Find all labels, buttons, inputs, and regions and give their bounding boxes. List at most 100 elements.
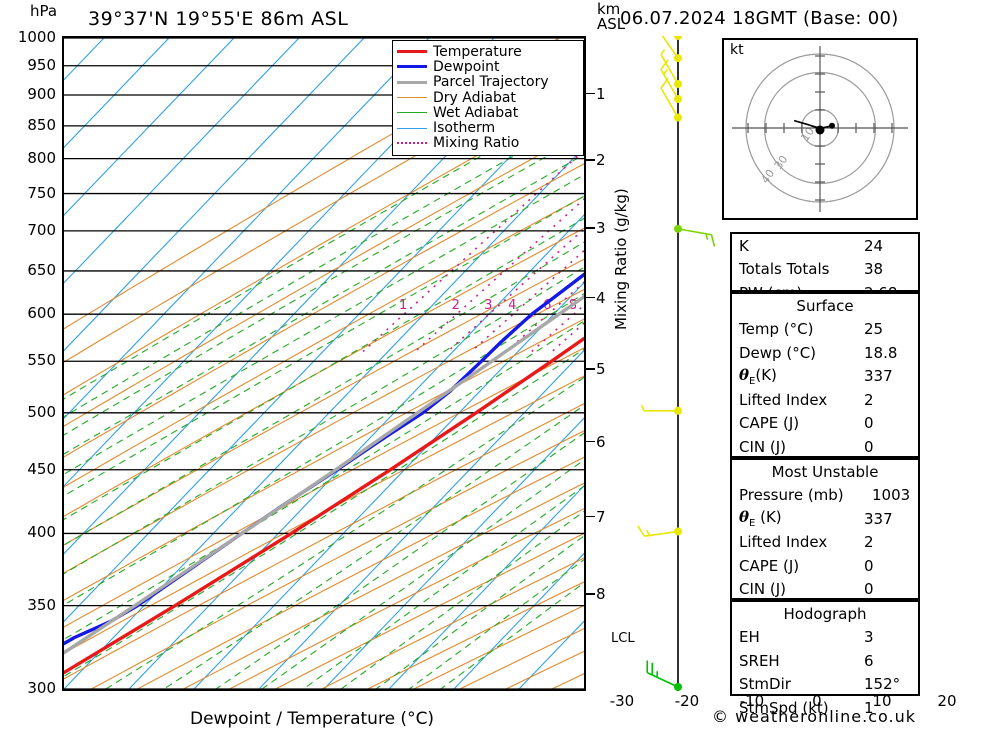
- height-tick-label: 2: [596, 151, 606, 170]
- wind-barb: [674, 224, 716, 247]
- info-key: StmSpd (kt): [739, 698, 829, 717]
- height-tick-mark: [586, 368, 595, 370]
- height-tick-label: 8: [596, 585, 606, 604]
- temperature-tick-label: 30: [992, 692, 1000, 710]
- pressure-unit-label: hPa: [30, 2, 58, 20]
- legend-swatch: [397, 112, 427, 114]
- lcl-label: LCL: [611, 631, 635, 646]
- legend-label: Dewpoint: [433, 58, 500, 75]
- pressure-tick-label: 750: [27, 183, 56, 202]
- legend-label: Dry Adiabat: [433, 89, 516, 106]
- info-row: Lifted Index 2: [732, 388, 918, 412]
- pressure-tick-label: 900: [27, 84, 56, 103]
- info-value: 152°: [864, 675, 901, 694]
- wind-barb: [660, 49, 682, 89]
- info-key: θE (K): [739, 508, 782, 530]
- info-value: 18.8: [864, 343, 898, 362]
- height-tick-mark: [586, 593, 595, 595]
- height-tick-mark: [586, 227, 595, 229]
- pressure-tick-label: 1000: [17, 28, 56, 46]
- info-row: Lifted Index 2: [732, 531, 918, 555]
- legend-swatch: [397, 142, 427, 145]
- legend-label: Mixing Ratio: [433, 135, 520, 152]
- info-row: CIN (J) 0: [732, 578, 918, 602]
- legend-item: Isotherm: [397, 120, 579, 135]
- most-unstable-panel: Most Unstable Pressure (mb) 1003 θE (K) 337 L…: [730, 458, 920, 600]
- legend-item: Mixing Ratio: [397, 136, 579, 151]
- pressure-tick-label: 450: [27, 459, 56, 478]
- info-key: Totals Totals: [739, 260, 830, 279]
- wind-barb-column: [620, 2, 716, 691]
- info-key: CAPE (J): [739, 414, 800, 433]
- info-value: 2: [864, 390, 874, 409]
- pressure-tick-label: 700: [27, 220, 56, 239]
- pressure-tick-label: 600: [27, 304, 56, 323]
- info-value: 337: [864, 509, 893, 528]
- info-row: CIN (J) 0: [732, 435, 918, 459]
- info-value: 25: [864, 320, 884, 339]
- surface-panel: Surface Temp (°C) 25 Dewp (°C) 18.8 θE(K) 337 L…: [730, 292, 920, 458]
- legend-swatch: [397, 97, 427, 99]
- temperature-tick-label: -30: [609, 692, 635, 710]
- wind-barb: [660, 59, 682, 104]
- legend-swatch: [397, 127, 427, 129]
- pressure-tick-label: 400: [27, 523, 56, 542]
- panel-title: Surface: [796, 296, 854, 315]
- height-tick-mark: [586, 92, 595, 95]
- hodograph-stats-panel: Hodograph EH 3 SREH 6 StmDir 152° StmSpd (kt) 1: [730, 600, 920, 717]
- hodograph-ring-label: 40: [759, 167, 778, 186]
- height-tick-label: 3: [596, 219, 606, 238]
- hodograph-unit-label: kt: [730, 42, 744, 58]
- info-row: StmSpd (kt) 1: [732, 696, 918, 720]
- copyright-notice: © weatheronline.co.uk: [712, 707, 916, 726]
- pressure-tick-label: 800: [27, 148, 56, 167]
- info-key: CIN (J): [739, 580, 787, 599]
- info-row: Pressure (mb) 1003: [732, 484, 918, 508]
- panel-title: Most Unstable: [771, 462, 879, 481]
- legend-label: Temperature: [433, 43, 522, 60]
- temperature-tick-label: -20: [674, 692, 700, 710]
- pressure-tick-label: 500: [27, 402, 56, 421]
- temperature-tick-label: 0: [812, 692, 822, 710]
- height-tick-mark: [586, 296, 595, 299]
- svg-text:4: 4: [508, 298, 516, 313]
- height-tick-label: 5: [596, 360, 606, 379]
- panel-title: Hodograph: [783, 604, 867, 623]
- pressure-tick-label: 550: [27, 351, 56, 370]
- height-tick-label: 6: [596, 432, 606, 451]
- info-row: K 24: [732, 234, 918, 258]
- legend-item: Parcel Trajectory: [397, 75, 579, 90]
- height-unit-line1: km: [597, 0, 621, 18]
- info-row: θE(K) 337: [732, 365, 918, 389]
- temperature-tick-label: 10: [872, 692, 892, 710]
- info-value: 2: [864, 533, 874, 552]
- height-tick-label: 1: [596, 84, 606, 103]
- hodograph-panel: kt 10 30 40: [722, 38, 918, 220]
- info-value: 24: [864, 236, 884, 255]
- info-key: SREH: [739, 651, 780, 670]
- legend-item: Temperature: [397, 44, 579, 59]
- legend-label: Isotherm: [433, 120, 496, 137]
- info-value: 0: [864, 437, 874, 456]
- info-value: 0: [864, 414, 874, 433]
- skewt-chart: 12346810152025: [62, 36, 586, 691]
- info-value: 38: [864, 260, 884, 279]
- wind-barb: [640, 404, 682, 415]
- wind-barb: [646, 660, 682, 691]
- skewt-svg: 12346810152025: [64, 38, 584, 689]
- hodograph-ring-label: 30: [772, 153, 791, 172]
- station-title: 39°37'N 19°55'E 86m ASL: [88, 8, 349, 30]
- info-value: 3: [864, 628, 874, 647]
- info-key: K: [739, 236, 749, 255]
- pressure-tick-label: 950: [27, 55, 56, 74]
- x-axis-title: Dewpoint / Temperature (°C): [190, 709, 435, 729]
- legend-swatch: [397, 50, 427, 54]
- info-key: Dewp (°C): [739, 343, 817, 362]
- info-value: 0: [864, 556, 874, 575]
- height-unit-line2: ASL: [597, 15, 626, 33]
- legend-swatch: [397, 80, 427, 84]
- info-row: Temp (°C) 25: [732, 318, 918, 342]
- height-tick-mark: [586, 515, 595, 518]
- info-key: Lifted Index: [739, 390, 828, 409]
- info-row: EH 3: [732, 626, 918, 650]
